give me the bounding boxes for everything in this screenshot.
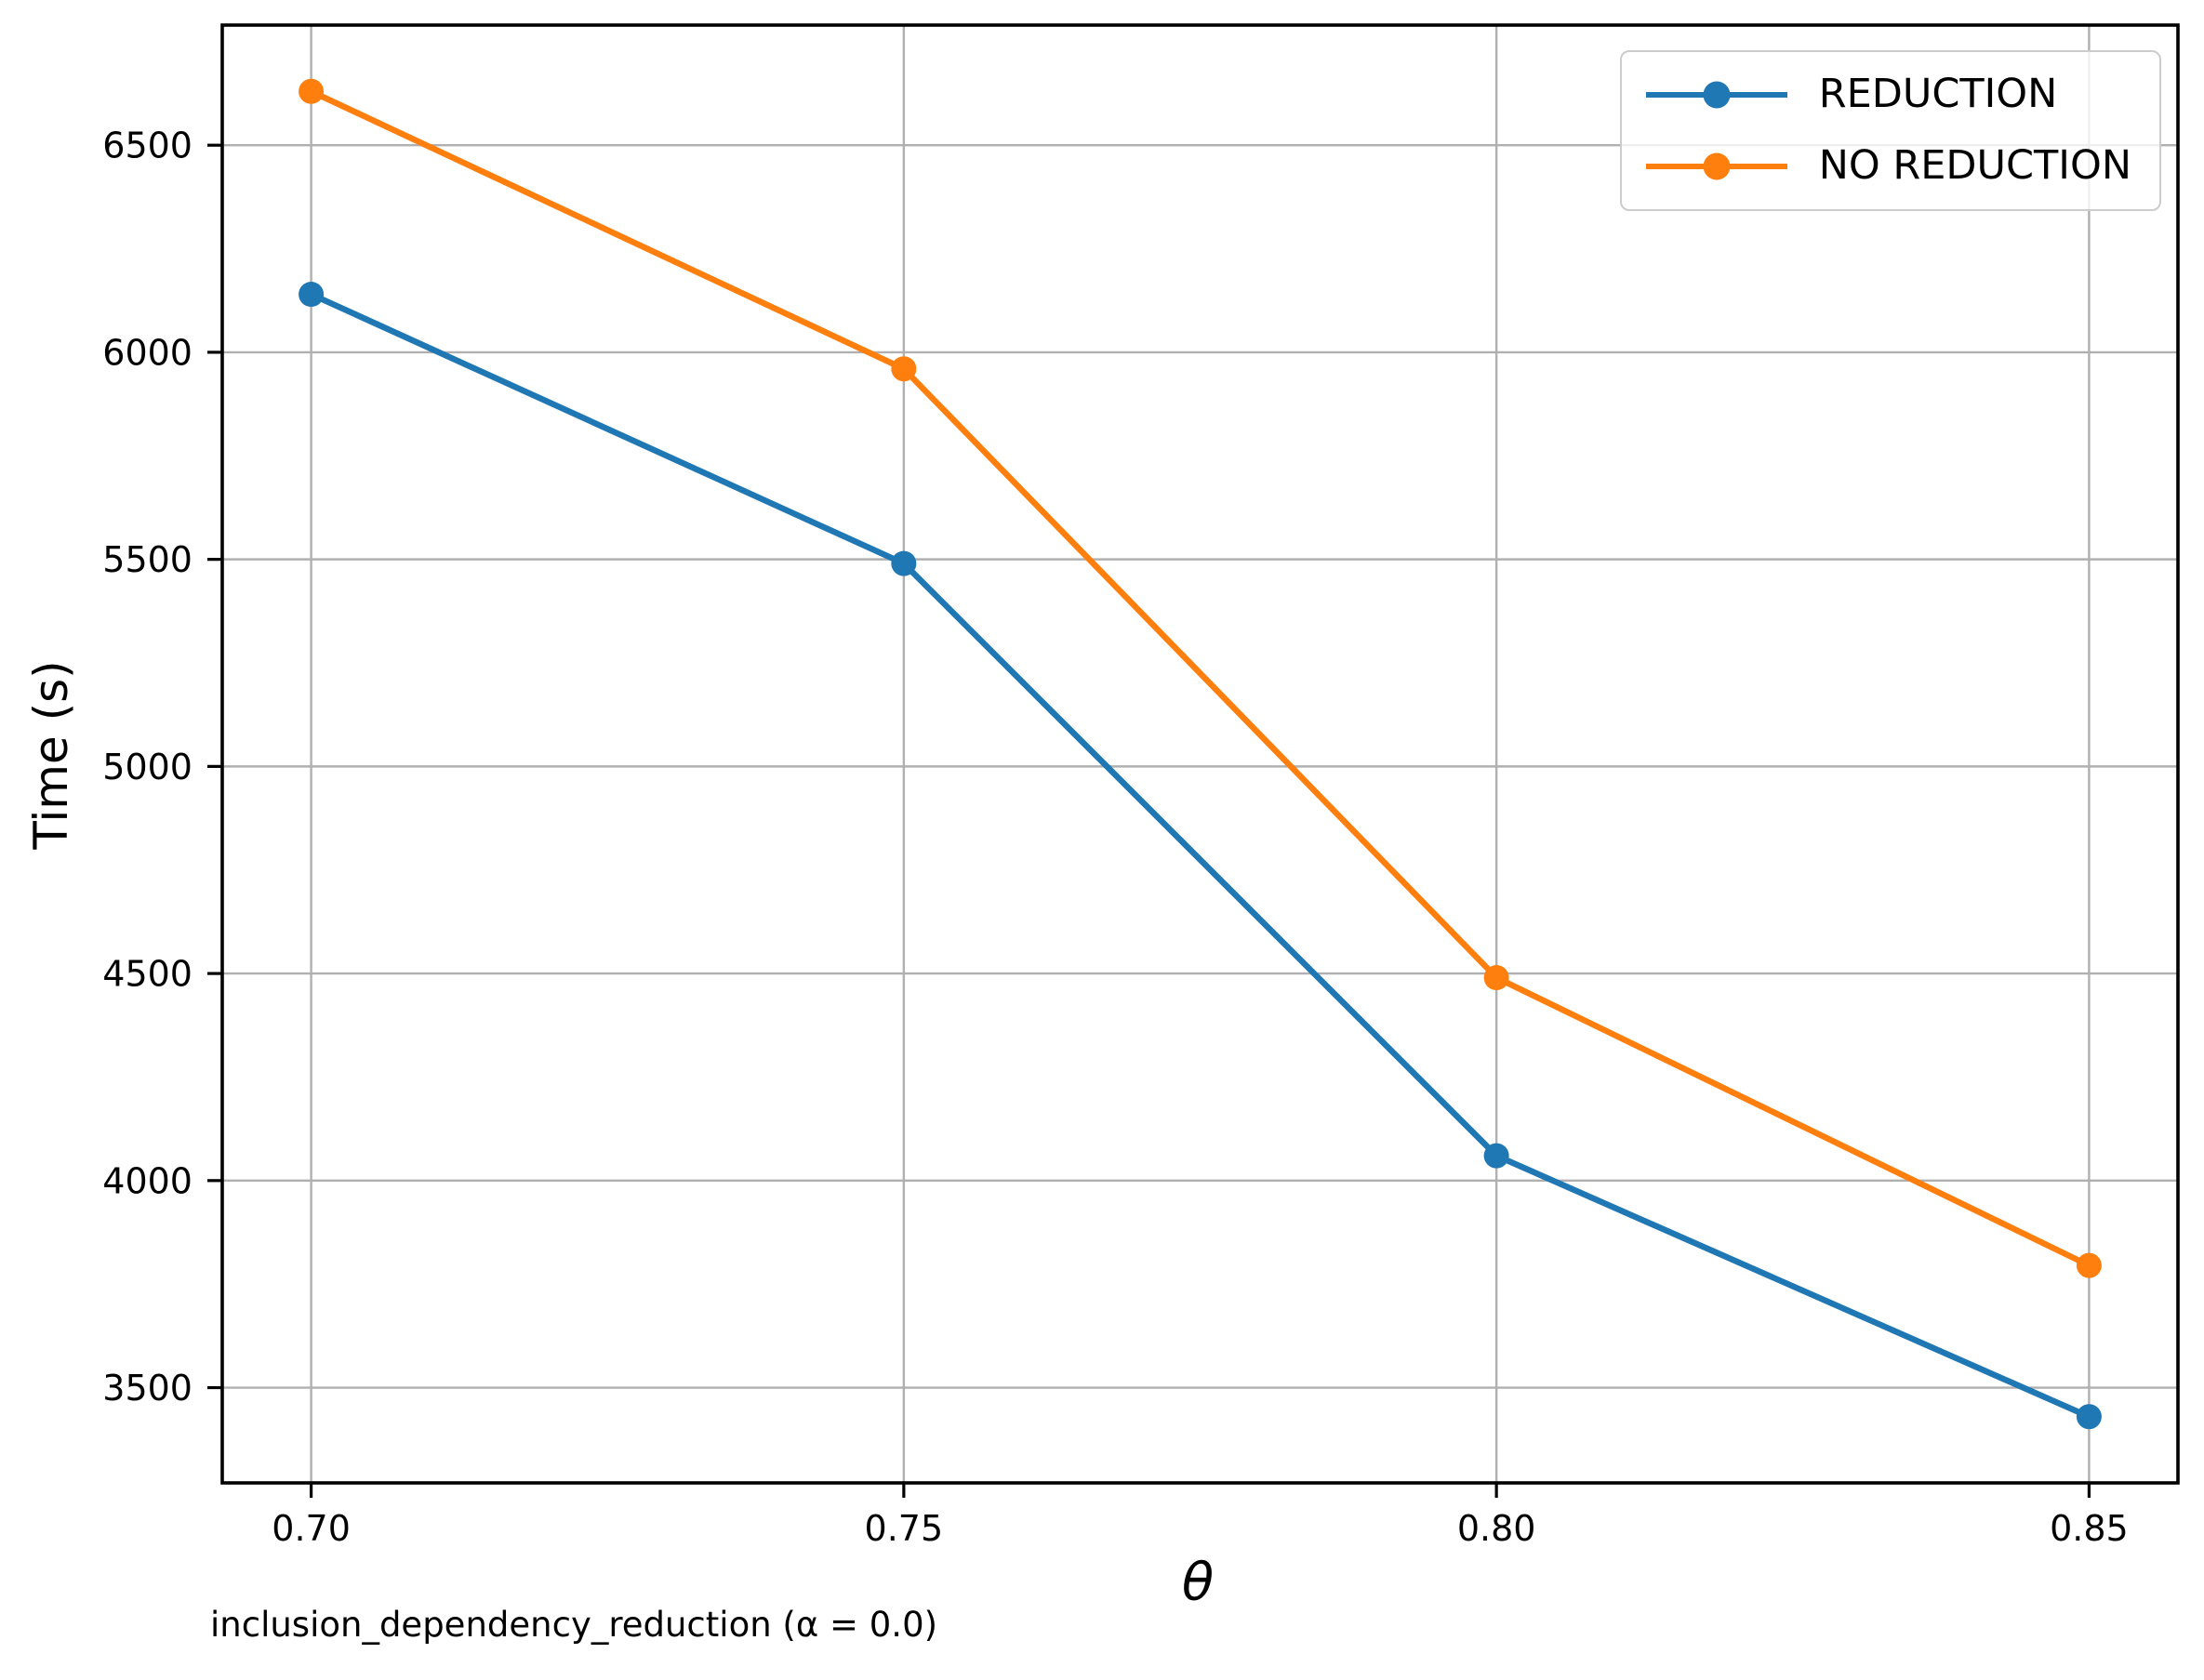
y-tick-label: 3500 <box>102 1368 193 1409</box>
y-tick-label: 4000 <box>102 1160 193 1201</box>
x-axis-label: θ <box>1181 1552 1215 1613</box>
legend-item-no-reduction: NO REDUCTION <box>1645 142 2131 190</box>
plot-frame <box>220 23 2180 1485</box>
y-tick-label: 5500 <box>102 539 193 580</box>
x-tick-label: 0.75 <box>865 1508 944 1549</box>
data-point <box>299 282 325 308</box>
legend: REDUCTION NO REDUCTION <box>1619 50 2161 211</box>
x-tick-label: 0.70 <box>272 1508 351 1549</box>
data-point <box>2076 1252 2102 1278</box>
legend-line-marker-icon <box>1645 152 1787 180</box>
legend-item-reduction: REDUCTION <box>1645 71 2131 117</box>
series-line-0 <box>308 291 2092 1420</box>
legend-label: REDUCTION <box>1818 71 2058 117</box>
legend-label: NO REDUCTION <box>1818 142 2131 190</box>
legend-line-marker-icon <box>1645 81 1787 109</box>
data-point <box>891 356 917 382</box>
x-tick-label: 0.85 <box>2050 1508 2129 1549</box>
data-point <box>299 78 325 104</box>
figure-caption: inclusion_dependency_reduction (α = 0.0) <box>210 1605 938 1645</box>
data-point <box>1483 965 1509 991</box>
y-tick-label: 6500 <box>102 126 193 166</box>
y-tick-label: 6000 <box>102 332 193 373</box>
data-point <box>1483 1143 1509 1169</box>
x-tick-label: 0.80 <box>1457 1508 1536 1549</box>
data-point <box>2076 1404 2102 1430</box>
series-line-1 <box>308 88 2092 1269</box>
y-axis-label: Time (s) <box>24 660 78 850</box>
y-tick-label: 5000 <box>102 747 193 787</box>
y-tick-label: 4500 <box>102 954 193 995</box>
data-point <box>891 550 917 576</box>
